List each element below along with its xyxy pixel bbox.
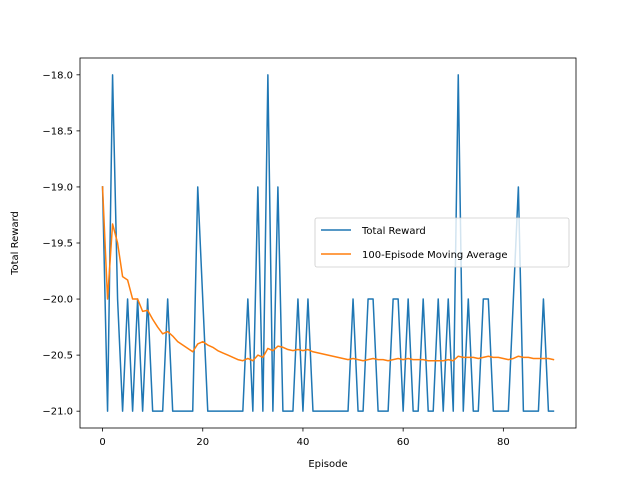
x-tick-label: 0 <box>99 437 105 448</box>
x-axis-title: Episode <box>308 459 347 470</box>
y-tick-label: −19.0 <box>42 182 73 193</box>
y-tick-label: −21.0 <box>42 407 73 418</box>
y-tick-label: −19.5 <box>42 239 73 250</box>
legend: Total Reward 100-Episode Moving Average <box>314 217 570 268</box>
legend-label-moving-average: 100-Episode Moving Average <box>362 250 508 261</box>
y-tick-label: −20.5 <box>42 351 73 362</box>
x-tick-label: 40 <box>297 437 310 448</box>
series-line-total-reward <box>101 74 555 412</box>
y-tick-label: −18.5 <box>42 126 73 137</box>
x-tick-label: 80 <box>497 437 510 448</box>
x-axis: 0 20 40 60 80 <box>99 428 510 448</box>
y-axis-title: Total Reward <box>10 211 21 276</box>
x-tick-label: 20 <box>196 437 209 448</box>
legend-label-total-reward: Total Reward <box>361 226 426 237</box>
y-tick-label: −18.0 <box>42 70 73 81</box>
legend-box <box>314 217 570 268</box>
y-axis: −21.0 −20.5 −20.0 −19.5 −19.0 −18.5 −18.0 <box>42 70 80 418</box>
series-line-moving-average <box>101 186 555 362</box>
y-tick-label: −20.0 <box>42 295 73 306</box>
x-tick-label: 60 <box>397 437 410 448</box>
series-layer <box>101 74 555 412</box>
